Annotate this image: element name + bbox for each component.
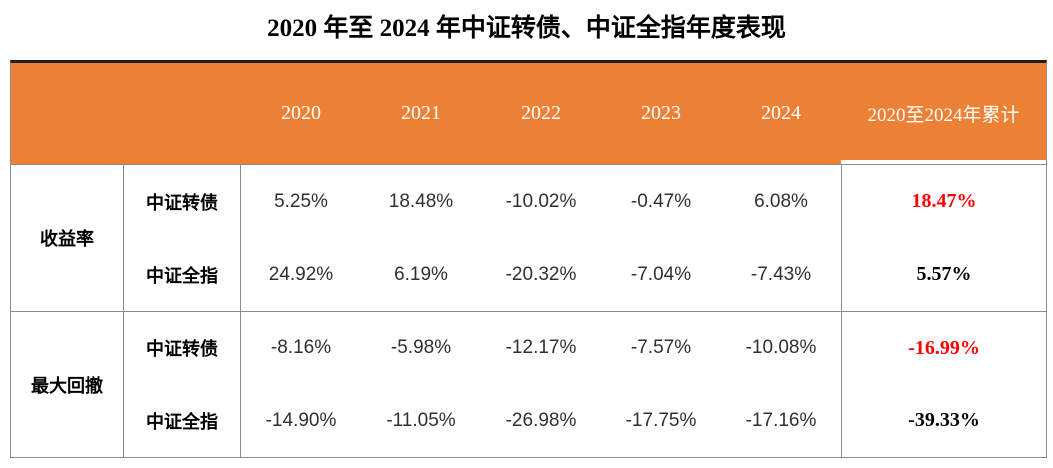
header-year-2024: 2024 <box>721 63 841 165</box>
group-label-return: 收益率 <box>11 165 124 311</box>
value-cell: 5.25% <box>274 190 328 212</box>
header-year-2021: 2021 <box>361 63 481 165</box>
header-year-2023: 2023 <box>601 63 721 165</box>
value-cell: 6.19% <box>394 263 448 285</box>
value-cell: -26.98% <box>505 409 577 431</box>
value-cell: 6.08% <box>754 190 808 212</box>
row-label-all-share: 中证全指 <box>124 238 241 311</box>
cumulative-value-cell: -16.99% <box>841 311 1046 384</box>
value-cell: -11.05% <box>386 409 456 431</box>
header-year-2022: 2022 <box>481 63 601 165</box>
value-cell: -17.75% <box>625 409 697 431</box>
value-cell: -7.04% <box>630 263 692 285</box>
cumulative-value-cell: 5.57% <box>841 238 1046 311</box>
header-cumulative: 2020至2024年累计 <box>841 63 1046 165</box>
header-blank-cell <box>11 63 241 165</box>
value-cell: -7.43% <box>750 263 812 285</box>
value-cell: -7.57% <box>601 311 721 384</box>
value-cell: -5.98% <box>361 311 481 384</box>
value-cell: -10.08% <box>721 311 841 384</box>
cumulative-value-cell: -39.33% <box>841 384 1046 457</box>
page-title: 2020 年至 2024 年中证转债、中证全指年度表现 <box>267 15 786 42</box>
value-cell: 24.92% <box>268 263 334 285</box>
value-cell: -17.16% <box>745 409 817 431</box>
value-cell: -20.32% <box>505 263 577 285</box>
value-cell: -14.90% <box>265 409 337 431</box>
value-cell: 18.48% <box>388 190 454 212</box>
value-cell: -0.47% <box>630 190 692 212</box>
value-cell: -10.02% <box>505 190 577 212</box>
value-cell: -12.17% <box>481 311 601 384</box>
row-label-convertible-bond: 中证转债 <box>124 165 241 238</box>
row-label-convertible-bond: 中证转债 <box>124 311 241 384</box>
cumulative-value-cell: 18.47% <box>841 165 1046 238</box>
value-cell: -8.16% <box>241 311 361 384</box>
row-label-all-share: 中证全指 <box>124 384 241 457</box>
header-year-2020: 2020 <box>241 63 361 165</box>
group-label-max-drawdown: 最大回撤 <box>11 311 124 457</box>
performance-table: 2020 2021 2022 2023 2024 2020至2024年累计 收益… <box>10 60 1047 458</box>
